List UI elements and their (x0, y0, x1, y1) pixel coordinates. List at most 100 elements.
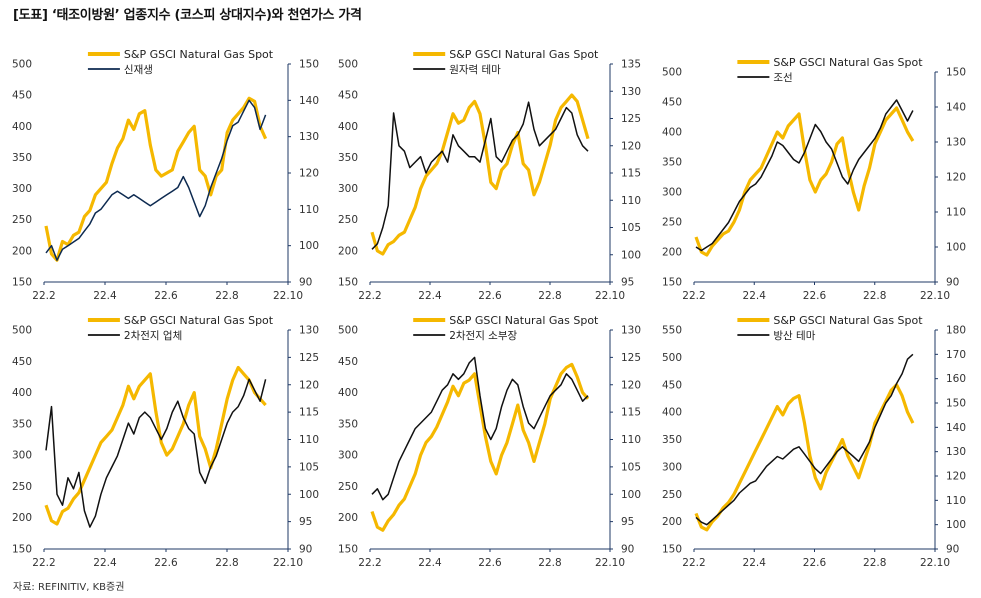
left-tick-label: 150 (662, 277, 682, 289)
left-tick-label: 300 (338, 450, 358, 462)
left-tick-label: 300 (662, 187, 682, 199)
left-tick-label: 400 (662, 407, 682, 419)
x-tick-label: 22.10 (273, 557, 303, 569)
right-tick-label: 170 (946, 349, 966, 361)
left-tick-label: 350 (662, 434, 682, 446)
right-tick-label: 90 (299, 277, 312, 289)
left-tick-label: 200 (662, 516, 682, 528)
right-tick-label: 110 (299, 434, 319, 446)
left-tick-label: 150 (12, 544, 32, 556)
left-tick-label: 300 (12, 183, 32, 195)
left-tick-label: 500 (12, 59, 32, 71)
right-tick-label: 180 (946, 325, 966, 337)
right-tick-label: 130 (621, 325, 641, 337)
right-tick-label: 120 (621, 379, 641, 391)
right-tick-label: 140 (946, 422, 966, 434)
right-tick-label: 150 (946, 398, 966, 410)
left-tick-label: 150 (338, 277, 358, 289)
legend-label: S&P GSCI Natural Gas Spot (449, 314, 599, 327)
series-line-theme (695, 99, 914, 252)
source-note: 자료: REFINITIV, KB증권 (13, 582, 125, 593)
left-tick-label: 450 (338, 90, 358, 102)
x-tick-label: 22.6 (154, 290, 178, 302)
left-tick-label: 450 (12, 90, 32, 102)
left-tick-label: 250 (662, 489, 682, 501)
x-tick-label: 22.10 (273, 290, 303, 302)
legend-label: S&P GSCI Natural Gas Spot (124, 314, 274, 327)
right-tick-label: 95 (621, 277, 634, 289)
right-tick-label: 115 (299, 407, 319, 419)
left-tick-label: 500 (662, 352, 682, 364)
series-line-gas (694, 106, 915, 257)
right-tick-label: 110 (621, 434, 641, 446)
legend-label: S&P GSCI Natural Gas Spot (124, 48, 274, 61)
x-tick-label: 22.8 (863, 557, 886, 569)
left-tick-label: 550 (662, 325, 682, 337)
right-tick-label: 110 (621, 195, 641, 207)
left-tick-label: 400 (338, 387, 358, 399)
right-tick-label: 130 (946, 446, 966, 458)
right-tick-label: 150 (299, 59, 319, 71)
series-line-gas (370, 93, 590, 256)
x-tick-label: 22.8 (215, 290, 238, 302)
left-tick-label: 250 (662, 217, 682, 229)
x-tick-label: 22.6 (154, 557, 178, 569)
right-tick-label: 160 (946, 373, 966, 385)
left-tick-label: 450 (338, 356, 358, 368)
right-tick-label: 90 (946, 544, 959, 556)
right-tick-label: 100 (946, 242, 966, 254)
right-tick-label: 120 (946, 471, 966, 483)
series-line-gas (694, 383, 915, 532)
left-tick-label: 400 (338, 121, 358, 133)
left-tick-label: 250 (338, 481, 358, 493)
left-tick-label: 200 (338, 512, 358, 524)
x-tick-label: 22.6 (803, 557, 827, 569)
right-tick-label: 130 (946, 137, 966, 149)
right-tick-label: 90 (621, 544, 634, 556)
x-tick-label: 22.8 (538, 557, 561, 569)
legend-label: 신재생 (124, 64, 153, 76)
left-tick-label: 350 (338, 152, 358, 164)
series-line-theme (371, 356, 589, 501)
right-tick-label: 130 (299, 325, 319, 337)
left-tick-label: 200 (12, 512, 32, 524)
x-tick-label: 22.2 (32, 290, 55, 302)
left-tick-label: 200 (338, 245, 358, 257)
right-tick-label: 90 (946, 277, 959, 289)
left-tick-label: 500 (338, 325, 358, 337)
left-tick-label: 150 (12, 277, 32, 289)
x-tick-label: 22.4 (418, 290, 442, 302)
left-tick-label: 450 (662, 379, 682, 391)
right-tick-label: 140 (299, 95, 319, 107)
x-tick-label: 22.10 (920, 557, 950, 569)
legend-label: S&P GSCI Natural Gas Spot (449, 48, 599, 61)
left-tick-label: 300 (338, 183, 358, 195)
x-tick-label: 22.2 (358, 557, 381, 569)
left-tick-label: 400 (12, 121, 32, 133)
series-line-theme (45, 99, 267, 261)
right-tick-label: 100 (621, 489, 641, 501)
left-tick-label: 350 (12, 418, 32, 430)
left-tick-label: 200 (12, 245, 32, 257)
x-tick-label: 22.8 (538, 290, 561, 302)
left-tick-label: 400 (12, 387, 32, 399)
x-tick-label: 22.2 (682, 290, 705, 302)
series-line-gas (44, 96, 268, 262)
right-tick-label: 120 (621, 140, 641, 152)
right-tick-label: 95 (299, 516, 312, 528)
left-tick-label: 200 (662, 247, 682, 259)
left-tick-label: 350 (662, 157, 682, 169)
legend-label: 원자력 테마 (449, 64, 501, 76)
series-line-gas (44, 365, 267, 526)
left-tick-label: 300 (12, 450, 32, 462)
right-tick-label: 125 (621, 113, 641, 125)
left-tick-label: 150 (338, 544, 358, 556)
x-tick-label: 22.10 (595, 557, 625, 569)
left-tick-label: 450 (662, 97, 682, 109)
x-tick-label: 22.4 (93, 557, 117, 569)
left-tick-label: 350 (338, 418, 358, 430)
right-tick-label: 120 (946, 172, 966, 184)
right-tick-label: 120 (299, 379, 319, 391)
right-tick-label: 120 (299, 168, 319, 180)
